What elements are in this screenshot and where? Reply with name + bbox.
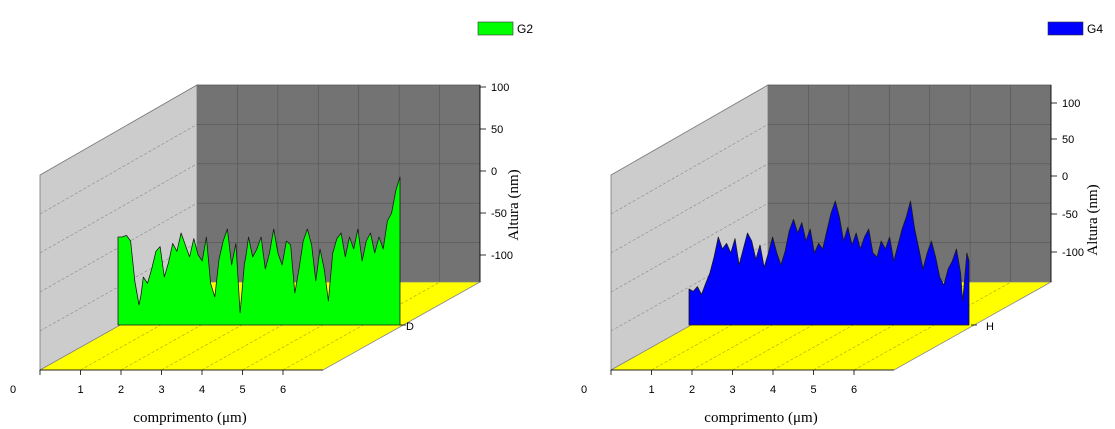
- x-tick-label: 3: [158, 384, 164, 396]
- y-tick-label: 100: [1062, 98, 1080, 110]
- y-axis-title: Altura (nm): [1085, 184, 1101, 255]
- x-tick-label: 6: [851, 384, 857, 396]
- series-area-G2: [117, 176, 401, 326]
- x-tick-label: 1: [648, 384, 654, 396]
- chart-panel-2: 0 1 2 3 4 5 6 comprimento (μm) H 100 50 0 -50 -100 Alt…: [581, 84, 1101, 426]
- y-tick-label: -100: [491, 250, 513, 262]
- side-grid-line: [610, 124, 769, 215]
- x-tick-label: 3: [729, 384, 735, 396]
- x-tick-label: 4: [199, 384, 205, 396]
- z-axis-label: H: [986, 321, 994, 333]
- side-grid-line: [610, 202, 769, 293]
- series-area-G4: [688, 200, 970, 326]
- y-tick-label: -50: [491, 208, 507, 220]
- x-axis-title: comprimento (μm): [704, 410, 817, 426]
- z-axis-label: D: [406, 321, 414, 333]
- x-tick-label: 6: [280, 384, 286, 396]
- y-tick-label: -50: [1062, 209, 1078, 221]
- x-tick-label: 0: [10, 384, 16, 396]
- x-axis-title: comprimento (μm): [133, 410, 246, 426]
- x-tick-label: 4: [770, 384, 776, 396]
- legend-swatch-G2: [477, 21, 514, 36]
- x-tick-label: 0: [581, 384, 587, 396]
- side-grid-line: [39, 163, 198, 254]
- y-tick-label: 0: [1062, 171, 1068, 183]
- x-tick-label: 1: [77, 384, 83, 396]
- chart-panel-1: 0 1 2 3 4 5 6 comprimento (μm) D 100 50 0 -50 -100 Alt…: [10, 82, 522, 426]
- y-axis-title: Altura (nm): [506, 169, 522, 240]
- side-grid-line: [39, 124, 198, 215]
- x-tick-label: 2: [689, 384, 695, 396]
- x-tick-label: 2: [118, 384, 124, 396]
- x-tick-label: 5: [239, 384, 245, 396]
- y-tick-label: 50: [491, 124, 503, 136]
- y-tick-label: -100: [1062, 247, 1084, 259]
- y-tick-label: 50: [1062, 134, 1074, 146]
- side-grid-line: [610, 163, 769, 254]
- legend-label-G4: G4: [1087, 22, 1103, 36]
- y-tick-label: 100: [491, 82, 509, 94]
- legend-label-G2: G2: [517, 22, 533, 36]
- x-tick-label: 5: [810, 384, 816, 396]
- legend-swatch-G4: [1047, 21, 1084, 36]
- y-tick-label: 0: [491, 166, 497, 178]
